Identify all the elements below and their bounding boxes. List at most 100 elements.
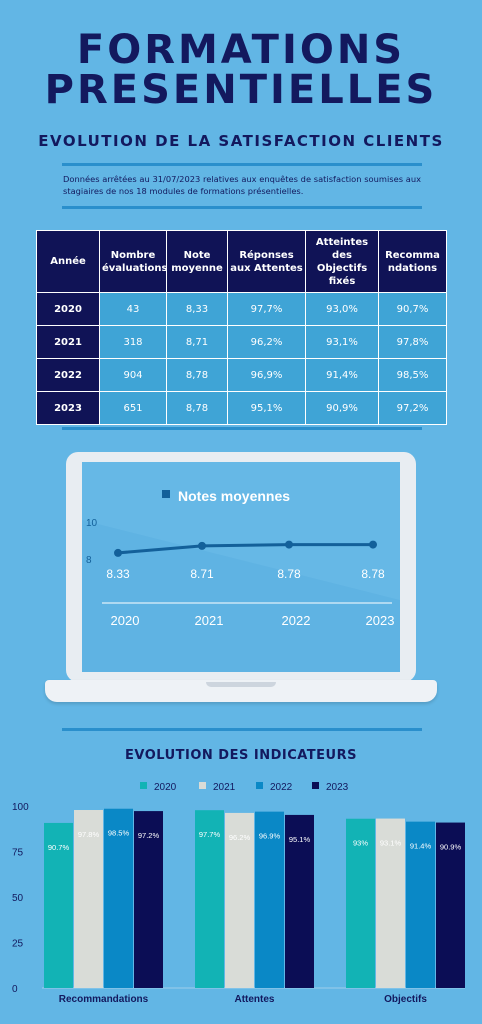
bar-Objectifs-2021 (376, 818, 405, 988)
bar-Objectifs-2020 (346, 818, 375, 988)
table-cell: 98,5% (378, 358, 447, 392)
line-point (369, 540, 377, 549)
y-tick-label: 0 (12, 984, 18, 995)
table-cell: 96,2% (227, 325, 306, 359)
header-cell: Recomma ndations (378, 230, 447, 293)
bar-data-label: 96.9% (259, 832, 281, 841)
line-data-label: 8.78 (277, 567, 301, 581)
table-cell: 90,9% (305, 391, 379, 425)
x-tick-label: 2022 (282, 613, 311, 628)
y-tick-label: 50 (12, 893, 24, 904)
x-tick-label: 2021 (195, 613, 224, 628)
category-label: Attentes (234, 994, 274, 1005)
bar-Attentes-2022 (255, 811, 284, 988)
year-cell: 2022 (36, 358, 100, 392)
bar-Objectifs-2022 (406, 821, 435, 988)
bar-data-label: 97.7% (199, 830, 221, 839)
line-chart-title: Notes moyennes (178, 488, 290, 504)
table-cell: 43 (99, 292, 167, 326)
table-cell: 904 (99, 358, 167, 392)
table-cell: 90,7% (378, 292, 447, 326)
bar-Attentes-2020 (195, 810, 224, 988)
screen-shade (82, 462, 400, 600)
bar-data-label: 96.2% (229, 833, 251, 842)
table-cell: 95,1% (227, 391, 306, 425)
divider-laptop (62, 728, 422, 731)
line-data-label: 8.33 (106, 567, 130, 581)
line-data-label: 8.78 (361, 567, 385, 581)
table-cell: 318 (99, 325, 167, 359)
bar-data-label: 98.5% (108, 829, 130, 838)
bar-data-label: 90.7% (48, 843, 70, 852)
y-tick-label: 10 (86, 518, 98, 529)
legend-label-2021: 2021 (213, 782, 236, 793)
bar-data-label: 93% (353, 839, 368, 848)
legend-label-2020: 2020 (154, 782, 177, 793)
bar-Recommandations-2023 (134, 811, 163, 988)
legend-label-2023: 2023 (326, 782, 349, 793)
page-title-line2: PRESENTIELLES (44, 67, 438, 113)
divider-table (62, 427, 422, 430)
table-cell: 96,9% (227, 358, 306, 392)
page-title-line1: FORMATIONS (76, 27, 406, 73)
bar-Objectifs-2023 (436, 822, 465, 988)
table-cell: 91,4% (305, 358, 379, 392)
header-cell: Nombre évaluations (99, 230, 168, 293)
year-cell: 2020 (36, 292, 100, 326)
y-tick-label: 75 (12, 848, 24, 859)
table-row: 2022 904 8,78 96,9% 91,4% 98,5% (36, 358, 447, 392)
x-tick-label: 2020 (111, 613, 140, 628)
category-label: Recommandations (59, 994, 149, 1005)
year-cell: 2021 (36, 325, 100, 359)
bar-Recommandations-2021 (74, 810, 103, 988)
satisfaction-table: Année Nombre évaluations Note moyenne Ré… (36, 230, 447, 425)
laptop-base (45, 680, 437, 702)
line-point (198, 541, 206, 550)
bar-Recommandations-2022 (104, 808, 133, 988)
bar-data-label: 97.8% (78, 830, 100, 839)
header-cell: Atteintes des Objectifs fixés (305, 230, 379, 293)
table-row: 2020 43 8,33 97,7% 93,0% 90,7% (36, 292, 447, 326)
y-tick-label: 25 (12, 939, 24, 950)
table-header-row: Année Nombre évaluations Note moyenne Ré… (36, 230, 447, 293)
line-series-notes (117, 543, 373, 555)
bar-data-label: 90.9% (440, 843, 462, 852)
divider-note (62, 206, 422, 209)
bar-data-label: 91.4% (410, 842, 432, 851)
header-cell: Réponses aux Attentes (227, 230, 306, 293)
year-cell: 2023 (36, 391, 100, 425)
legend-swatch-2023 (312, 782, 319, 789)
legend-swatch-2021 (199, 782, 206, 789)
category-label: Objectifs (384, 994, 427, 1005)
divider-top (62, 163, 422, 166)
bar-data-label: 95.1% (289, 835, 311, 844)
bar-Attentes-2021 (225, 812, 254, 988)
table-cell: 97,8% (378, 325, 447, 359)
legend-swatch-notes (162, 490, 170, 498)
x-tick-label: 2023 (366, 613, 395, 628)
table-cell: 93,0% (305, 292, 379, 326)
bar-data-label: 97.2% (138, 831, 160, 840)
data-note: Données arrêtées au 31/07/2023 relatives… (63, 174, 421, 196)
indicators-title: EVOLUTION DES INDICATEURS (125, 748, 357, 763)
table-row: 2023 651 8,78 95,1% 90,9% 97,2% (36, 391, 447, 425)
laptop-notch (206, 682, 276, 687)
line-point (114, 548, 122, 557)
table-cell: 651 (99, 391, 167, 425)
y-tick-label: 8 (86, 555, 92, 566)
legend-swatch-2020 (140, 782, 147, 789)
page-subtitle: EVOLUTION DE LA SATISFACTION CLIENTS (38, 132, 444, 150)
legend-label-2022: 2022 (270, 782, 293, 793)
line-data-label: 8.71 (190, 567, 214, 581)
header-cell: Note moyenne (166, 230, 228, 293)
line-point (285, 540, 293, 549)
legend-swatch-2022 (256, 782, 263, 789)
bar-Recommandations-2020 (44, 822, 73, 988)
bar-Attentes-2023 (285, 814, 314, 988)
table-cell: 8,78 (166, 391, 228, 425)
bar-data-label: 93.1% (380, 839, 402, 848)
table-cell: 97,2% (378, 391, 447, 425)
y-tick-label: 100 (12, 802, 29, 813)
table-cell: 8,33 (166, 292, 228, 326)
